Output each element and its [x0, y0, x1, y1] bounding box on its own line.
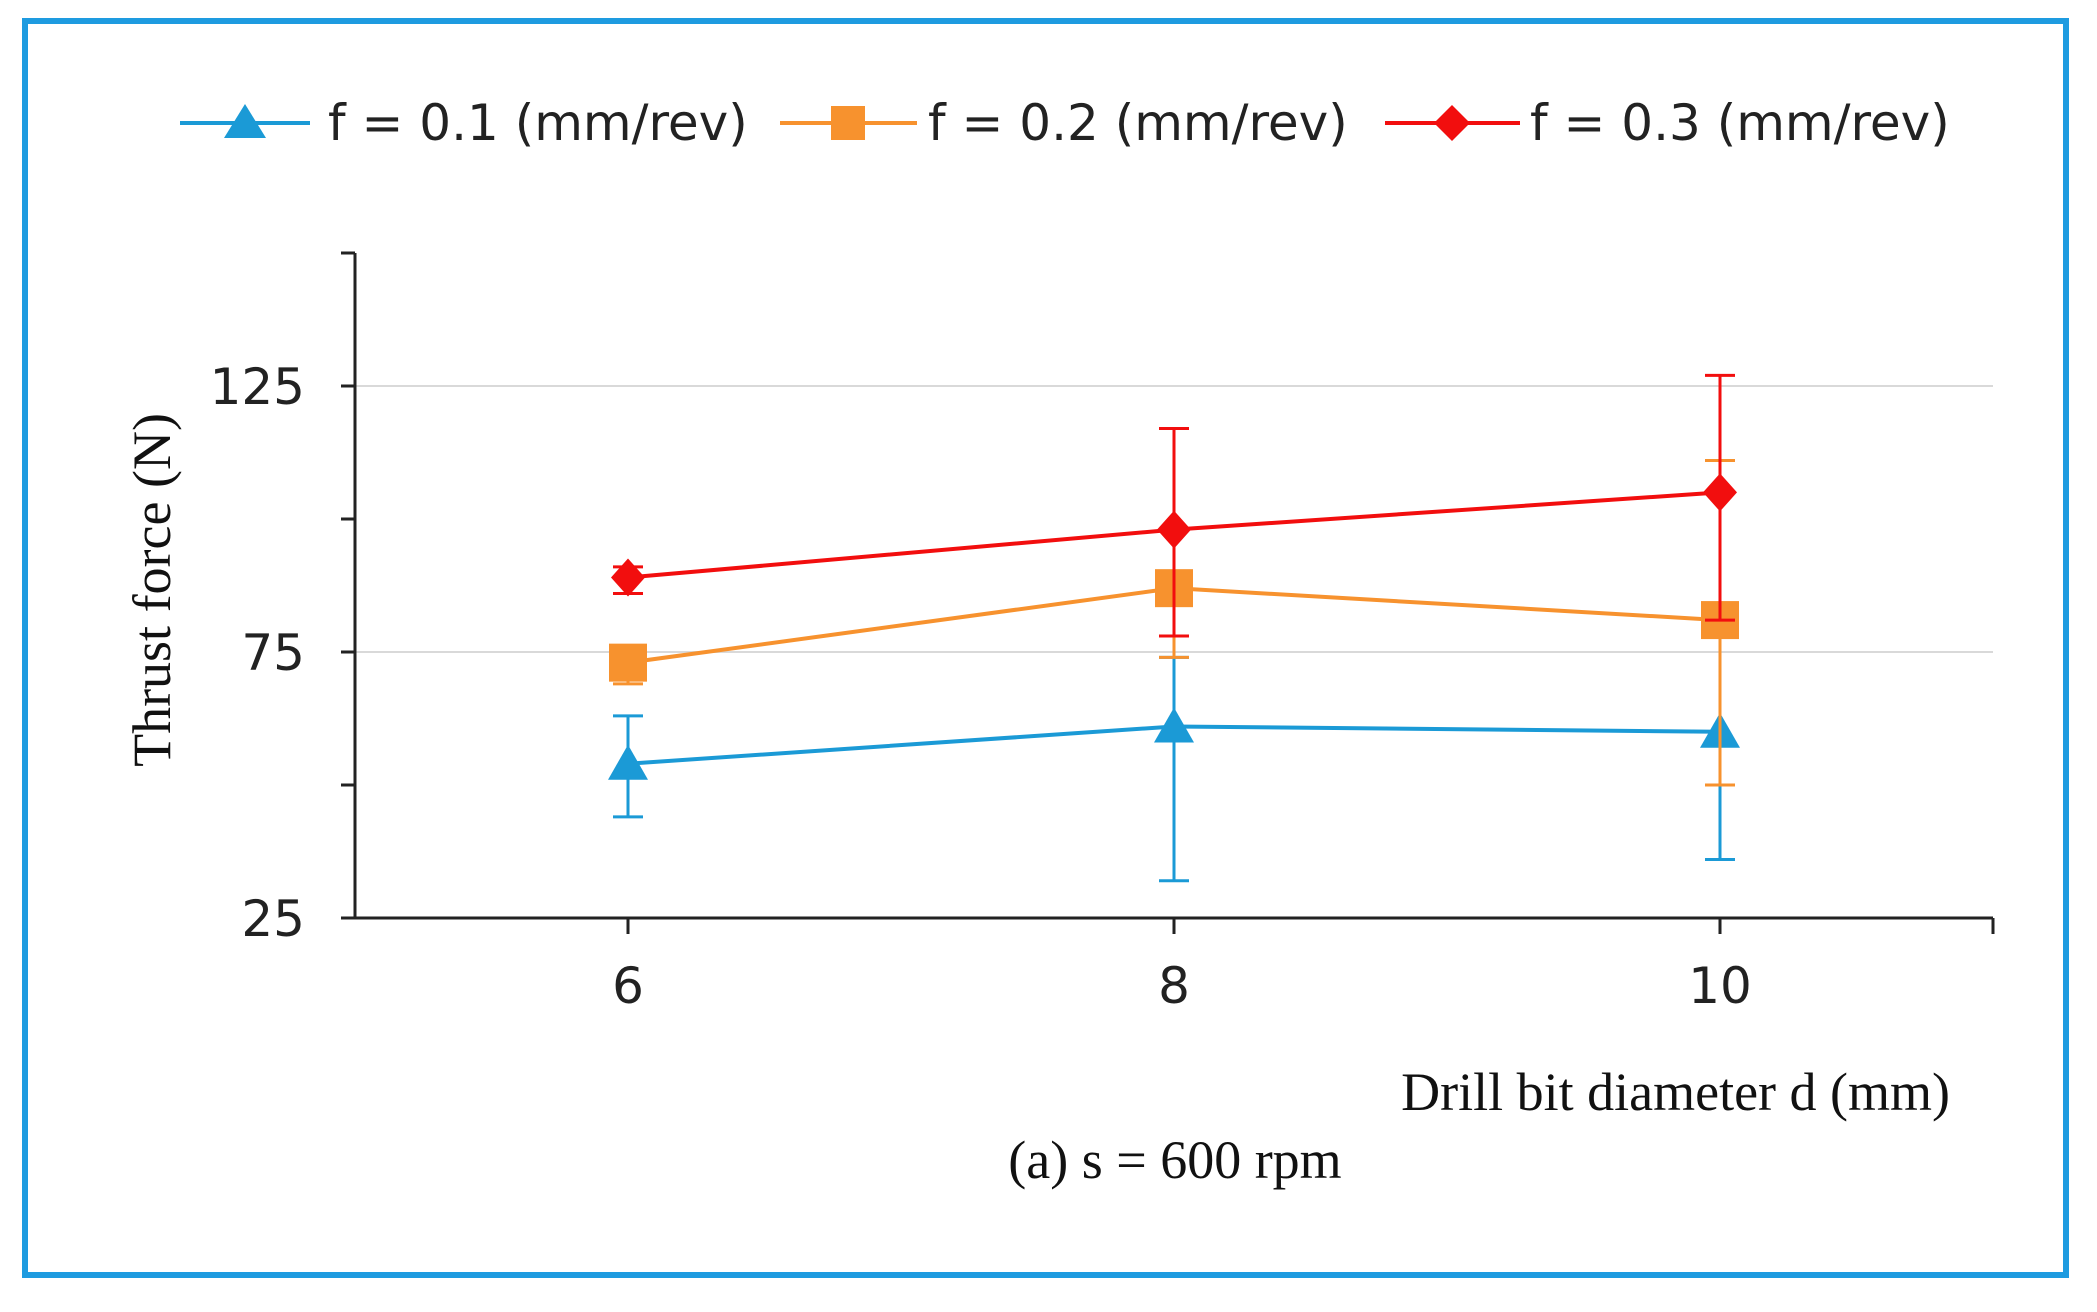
data-point-square — [609, 643, 647, 682]
data-point-diamond — [611, 558, 645, 597]
triangle-icon — [224, 104, 266, 138]
data-point-triangle — [608, 744, 648, 780]
data-point-triangle — [1154, 707, 1194, 743]
tick-layer: 25 75 125 6 8 10 — [210, 251, 1995, 1015]
y-tick-label: 25 — [241, 890, 305, 948]
series-layer — [608, 373, 1740, 883]
square-icon — [831, 106, 865, 140]
y-tick-label: 75 — [241, 624, 305, 682]
x-tick-label: 6 — [612, 957, 644, 1015]
figure-caption: (a) s = 600 rpm — [1008, 1130, 1341, 1190]
series-1 — [608, 655, 1740, 883]
data-point-diamond — [1157, 510, 1191, 549]
legend-item-f01: f = 0.1 (mm/rev) — [180, 94, 748, 152]
legend-label-f03: f = 0.3 (mm/rev) — [1530, 94, 1950, 152]
data-point-diamond — [1703, 473, 1737, 512]
x-tick-label: 8 — [1158, 957, 1190, 1015]
x-axis-label: Drill bit diameter d (mm) — [1401, 1062, 1950, 1122]
chart-frame — [22, 18, 2069, 1278]
diamond-icon — [1434, 105, 1470, 141]
y-tick-label: 125 — [210, 358, 305, 416]
legend-item-f02: f = 0.2 (mm/rev) — [780, 94, 1348, 152]
legend-item-f03: f = 0.3 (mm/rev) — [1385, 94, 1950, 152]
x-tick-label: 10 — [1688, 957, 1752, 1015]
series-3 — [611, 373, 1737, 638]
legend-label-f02: f = 0.2 (mm/rev) — [928, 94, 1348, 152]
legend: f = 0.1 (mm/rev) f = 0.2 (mm/rev) f = 0.… — [180, 94, 1950, 152]
legend-label-f01: f = 0.1 (mm/rev) — [328, 94, 748, 152]
y-axis-label: Thrust force (N) — [122, 413, 182, 767]
